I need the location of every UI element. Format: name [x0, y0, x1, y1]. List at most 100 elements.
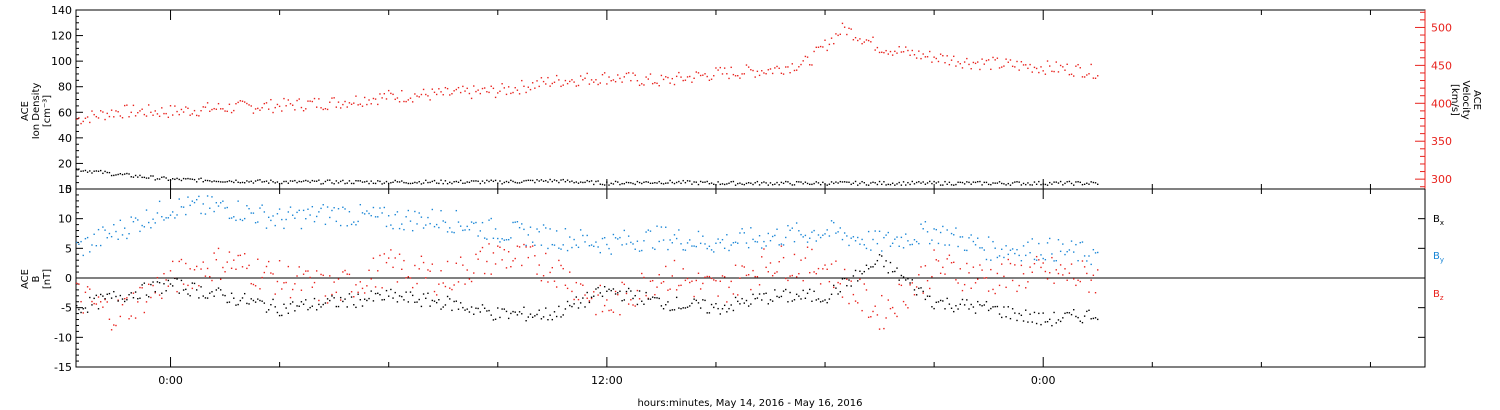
by-series-point [307, 208, 309, 210]
bz-series-point [342, 271, 344, 273]
bz-series-point [505, 267, 508, 269]
density-series-point [608, 184, 610, 186]
bx-series-point [981, 305, 983, 307]
velocity-series-point [878, 51, 881, 54]
velocity-series-point [442, 94, 444, 96]
density-series-point [115, 174, 117, 176]
bx-series-point [106, 293, 108, 295]
density-series-point [621, 182, 623, 185]
bz-series-point [462, 264, 464, 266]
velocity-series-point [113, 116, 115, 118]
bx-series-point [632, 297, 634, 300]
b-tick-label--5: -5 [61, 302, 72, 315]
bz-series-point [922, 292, 924, 294]
density-series-point [950, 184, 953, 186]
x-axis-title: hours:minutes, May 14, 2016 - May 16, 20… [637, 398, 862, 409]
velocity-series-point [841, 22, 844, 25]
bz-series-point [363, 292, 366, 294]
velocity-series-point [102, 111, 104, 113]
by-series-point [158, 200, 161, 203]
bx-series-point [344, 298, 346, 300]
density-series-point [870, 182, 872, 184]
density-series-point [717, 181, 719, 183]
density-series-point [185, 178, 187, 180]
density-series-point [665, 182, 667, 184]
bz-series-point [187, 284, 189, 287]
bx-series-point [193, 282, 196, 285]
by-series-point [946, 229, 948, 231]
velocity-series-point [889, 50, 892, 53]
bx-series-point [230, 292, 233, 294]
by-series-point [209, 207, 211, 209]
density-series-point [931, 182, 933, 185]
by-series-point [990, 259, 992, 261]
by-series-point [363, 213, 366, 215]
bx-series-point [163, 283, 165, 285]
velocity-series-point [510, 92, 512, 95]
bz-series-point [383, 253, 386, 255]
by-series-point [527, 234, 530, 236]
bx-series-point [1014, 312, 1016, 314]
bx-series-point [641, 300, 643, 302]
velocity-series-point [747, 66, 750, 68]
density-series-point [435, 182, 438, 184]
bx-series-point [224, 294, 226, 297]
by-series-point [992, 240, 994, 243]
bz-series-point [597, 294, 599, 296]
velocity-series-point [115, 110, 117, 112]
bz-series-point [1070, 263, 1073, 265]
density-series-point [239, 182, 242, 184]
bx-series-point [643, 303, 645, 305]
density-series-point [1077, 181, 1079, 183]
bz-series-point [846, 278, 848, 280]
velocity-series-point [403, 100, 405, 103]
bx-series-point [154, 290, 156, 293]
by-series-point [998, 255, 1001, 257]
density-series-point [281, 182, 283, 185]
bx-series-point [235, 304, 237, 306]
by-series-point [551, 243, 554, 246]
bz-series-point [617, 293, 619, 296]
by-series-point [573, 238, 575, 241]
bz-series-point [780, 245, 783, 247]
by-series-point [959, 236, 961, 238]
velocity-series-point [654, 82, 656, 84]
velocity-series-point [750, 69, 752, 71]
bz-series-point [798, 272, 800, 275]
velocity-series-point [254, 108, 257, 110]
velocity-series-point [553, 81, 556, 83]
velocity-series-point [152, 114, 154, 116]
density-series-point [381, 183, 383, 185]
bz-series-point [950, 262, 953, 264]
bx-series-point [174, 277, 176, 280]
by-series-point [115, 230, 117, 233]
velocity-series-point [464, 90, 466, 92]
velocity-series-point [250, 105, 252, 107]
bz-series-point [355, 284, 357, 286]
density-series-point [579, 181, 582, 183]
density-series-point [1090, 181, 1092, 183]
bx-series-point [872, 266, 874, 268]
by-series-point [95, 244, 98, 247]
density-series-point [802, 183, 804, 185]
by-series-point [346, 225, 348, 227]
density-series-point [560, 179, 562, 181]
velocity-series-point [1040, 66, 1042, 68]
density-series-point [900, 184, 903, 186]
density-series-point [558, 181, 560, 184]
bz-series-point [874, 305, 876, 307]
bx-series-point [309, 306, 311, 309]
bz-series-point [156, 276, 159, 279]
by-series-point [230, 217, 233, 219]
density-series-point [767, 184, 769, 186]
bx-series-point [333, 297, 335, 299]
density-series-point [425, 179, 427, 182]
velocity-series-point [350, 103, 353, 105]
bz-series-point [586, 297, 588, 299]
density-series-point [577, 182, 580, 184]
bx-series-point [250, 298, 252, 300]
bx-series-point [693, 298, 695, 300]
velocity-series-point [483, 87, 486, 89]
bz-series-point [603, 304, 606, 307]
